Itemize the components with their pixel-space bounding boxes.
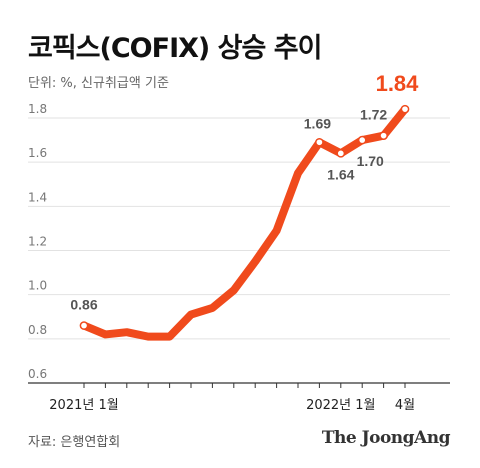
y-tick-label: 1.2 [28,235,47,249]
y-tick-label: 1.0 [28,279,47,293]
data-point-marker [79,321,89,330]
data-label: 1.72 [360,107,387,123]
y-tick-label: 1.4 [28,190,47,204]
data-label: 1.69 [304,115,331,131]
grid-lines [28,117,450,384]
data-label-highlight: 1.84 [376,71,420,96]
y-tick-label: 1.8 [28,102,47,116]
x-tick-label: 2022년 1월 [306,398,375,413]
data-point-marker [379,131,388,141]
brand-logo: The JoongAng [321,428,451,448]
data-points [79,104,410,330]
chart-title: 코픽스(COFIX) 상승 추이 [28,33,322,64]
data-label: 0.86 [70,297,97,313]
data-point-marker [336,148,346,158]
y-axis-ticks: 0.6 0.8 1.0 1.2 1.4 1.6 1.8 [28,102,47,381]
x-axis: 2021년 1월 2022년 1월 4월 [49,383,415,413]
data-point-marker [315,137,324,147]
y-tick-label: 0.6 [28,367,47,381]
data-point-marker [357,135,367,145]
series-line-path [80,105,409,341]
y-tick-label: 1.6 [28,146,47,160]
data-label: 1.64 [327,166,354,182]
x-tick-label: 4월 [395,398,415,413]
data-labels: 0.86 1.69 1.641.70 1.72 1.84 [70,71,419,312]
y-tick-label: 0.8 [28,323,47,337]
data-point-marker [400,104,410,114]
source-note: 자료: 은행연합회 [28,435,121,450]
x-tick-label: 2021년 1월 [49,398,118,413]
unit-note: 단위: %, 신규취급액 기준 [28,76,169,91]
data-label: 1.70 [357,153,384,169]
series-line [80,105,409,341]
